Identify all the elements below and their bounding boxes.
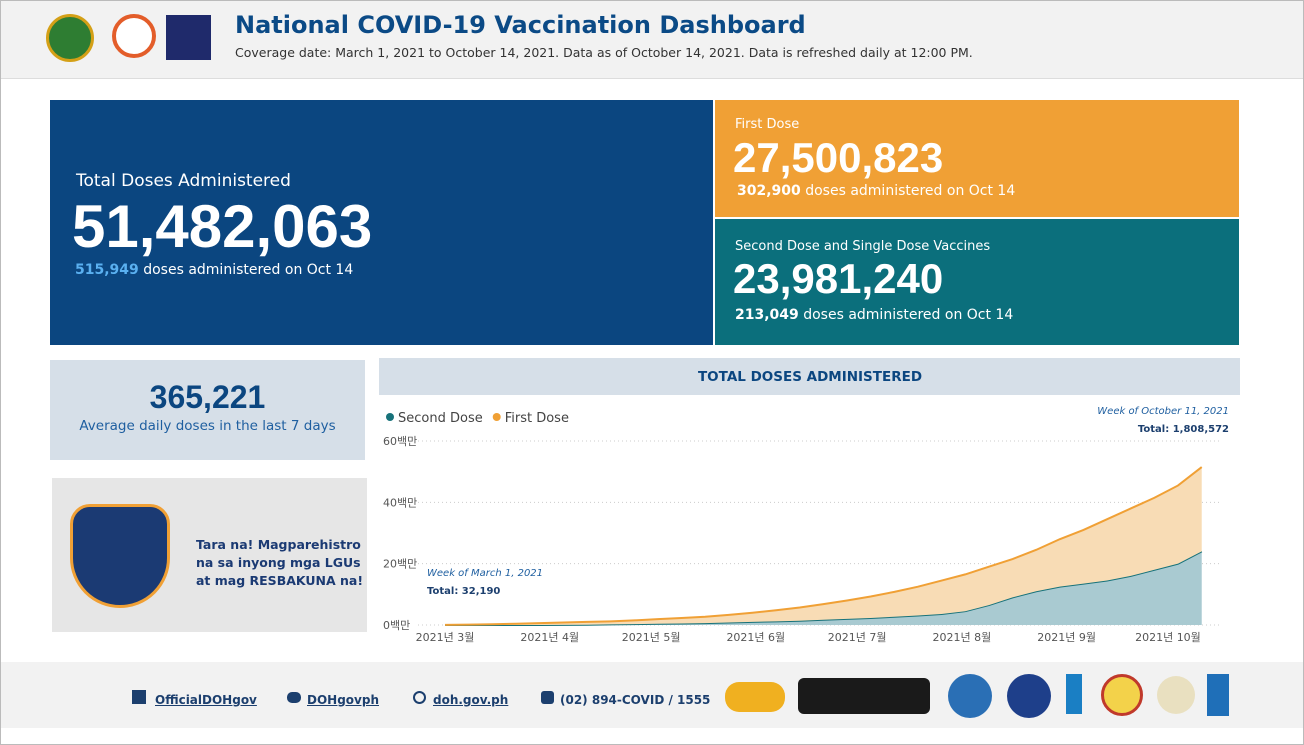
- area: [445, 551, 1202, 625]
- x-tick-label: 2021년 10월: [1135, 631, 1201, 644]
- agency-logo: [1007, 674, 1051, 718]
- daily-value: 302,900: [737, 183, 801, 199]
- chart-header: [379, 358, 1240, 395]
- footer-link[interactable]: OfficialDOHgov: [155, 693, 257, 707]
- card-value: 27,500,823: [733, 134, 944, 181]
- web-icon: [413, 691, 426, 704]
- legend-label: First Dose: [505, 411, 569, 426]
- daily-value: 213,049: [735, 307, 799, 323]
- undp-logo: [1207, 674, 1229, 716]
- phone-icon: [541, 691, 554, 704]
- card-daily: 213,049 doses administered on Oct 14: [735, 307, 1013, 323]
- average-label: Average daily doses in the last 7 days: [79, 418, 336, 434]
- promo-line: at mag RESBAKUNA na!: [196, 573, 364, 588]
- y-tick-label: 40백만: [383, 496, 417, 509]
- annotation-title: Week of October 11, 2021: [1097, 406, 1229, 417]
- x-tick-label: 2021년 9월: [1037, 631, 1096, 644]
- first-card: First Dose 27,500,823 302,900 doses admi…: [715, 100, 1239, 217]
- legend-label: Second Dose: [398, 411, 483, 426]
- agency-logo: [1157, 676, 1195, 714]
- promo-text: Tara na! Magparehistro na sa inyong mga …: [196, 536, 363, 590]
- promo-line: Tara na! Magparehistro: [196, 537, 361, 552]
- pia-logo: [1066, 674, 1082, 714]
- daily-value: 515,949: [75, 262, 139, 278]
- y-tick-label: 0백만: [383, 619, 410, 632]
- annotation-title: Week of March 1, 2021: [427, 568, 543, 579]
- daily-text: doses administered on Oct 14: [805, 183, 1016, 199]
- total-card: Total Doses Administered 51,482,063 515,…: [50, 100, 713, 345]
- footer-link[interactable]: doh.gov.ph: [433, 693, 509, 707]
- footer-link[interactable]: (02) 894-COVID / 1555: [560, 693, 711, 707]
- resbakuna-logo: [798, 678, 930, 714]
- y-tick-label: 20백만: [383, 558, 417, 571]
- chart: TOTAL DOSES ADMINISTERED 0백만 20백만 40백만 60백만…: [379, 358, 1240, 644]
- resbakuna-badge: [70, 504, 170, 608]
- dilg-logo: [1101, 674, 1143, 716]
- footer-link[interactable]: DOHgovph: [307, 693, 379, 707]
- legend-marker: [386, 413, 394, 421]
- card-daily: 515,949 doses administered on Oct 14: [75, 262, 353, 278]
- x-tick-label: 2021년 6월: [726, 631, 785, 644]
- card-daily: 302,900 doses administered on Oct 14: [737, 183, 1015, 199]
- average-value: 365,221: [149, 379, 266, 415]
- x-tick-label: 2021년 5월: [622, 631, 681, 644]
- line: [445, 466, 1203, 626]
- facebook-icon: [132, 690, 146, 704]
- x-tick-label: 2021년 7월: [828, 631, 887, 644]
- doh-logo: [46, 14, 94, 62]
- daily-text: doses administered on Oct 14: [143, 262, 354, 278]
- title: National COVID-19 Vaccination Dashboard: [235, 11, 806, 39]
- card-value: 51,482,063: [72, 193, 373, 260]
- card-value: 23,981,240: [733, 255, 944, 302]
- agency-logo: [948, 674, 992, 718]
- x-tick-label: 2021년 4월: [520, 631, 579, 644]
- line: [445, 550, 1203, 626]
- legend-marker: [492, 413, 501, 421]
- x-tick-label: 2021년 3월: [416, 631, 475, 644]
- second-card: Second Dose and Single Dose Vaccines 23,…: [715, 219, 1239, 345]
- subtitle: Coverage date: March 1, 2021 to October …: [235, 45, 973, 60]
- annotation-text: Total: 1,808,572: [1138, 424, 1229, 435]
- iatf-logo: [112, 14, 156, 58]
- header: National COVID-19 Vaccination Dashboard …: [0, 0, 1304, 79]
- area: [445, 467, 1202, 625]
- promo-card: Tara na! Magparehistro na sa inyong mga …: [52, 478, 367, 632]
- ntf-logo: [166, 15, 211, 60]
- card-label: Second Dose and Single Dose Vaccines: [735, 239, 991, 254]
- daily-text: doses administered on Oct 14: [803, 307, 1014, 323]
- y-tick-label: 60백만: [383, 435, 417, 448]
- card-label: Total Doses Administered: [76, 171, 291, 191]
- promo-line: na sa inyong mga LGUs: [196, 555, 361, 570]
- average-card: 365,221 Average daily doses in the last …: [50, 360, 365, 460]
- annotation-text: Total: 32,190: [427, 586, 500, 597]
- card-label: First Dose: [735, 117, 800, 132]
- x-tick-label: 2021년 8월: [933, 631, 992, 644]
- footer: OfficialDOHgov DOHgovph doh.gov.ph (02) …: [0, 662, 1304, 728]
- twitter-icon: [287, 692, 301, 703]
- bida-logo: [725, 682, 785, 712]
- chart-title: TOTAL DOSES ADMINISTERED: [698, 369, 922, 385]
